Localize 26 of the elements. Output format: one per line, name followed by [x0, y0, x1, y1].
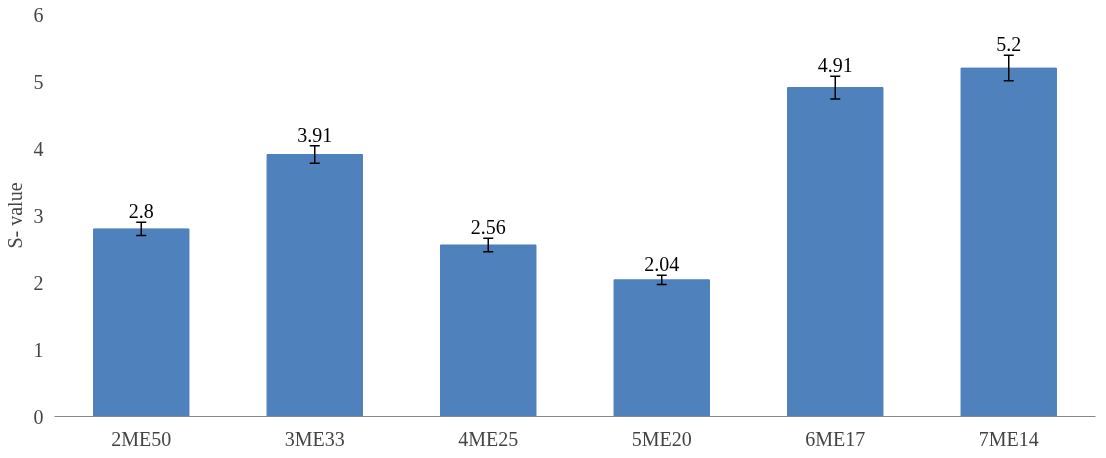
x-tick-label: 2ME50	[111, 427, 172, 450]
bar	[440, 244, 537, 417]
data-label: 2.8	[128, 200, 154, 223]
y-tick-label: 3	[33, 204, 44, 227]
data-label: 4.91	[817, 54, 853, 77]
bar	[787, 87, 884, 417]
y-tick-label: 1	[33, 338, 44, 361]
y-tick-label: 2	[33, 271, 44, 294]
y-tick-label: 4	[33, 137, 44, 160]
data-label: 3.91	[297, 123, 333, 146]
x-tick-label: 7ME14	[978, 427, 1039, 450]
data-label: 2.04	[644, 253, 680, 276]
bar	[960, 67, 1057, 417]
x-tick-label: 6ME17	[805, 427, 866, 450]
x-tick-label: 4ME25	[458, 427, 519, 450]
data-label: 5.2	[996, 33, 1022, 56]
y-tick-label: 5	[33, 70, 44, 93]
x-tick-label: 3ME33	[284, 427, 345, 450]
data-label: 2.56	[470, 216, 506, 239]
bar	[266, 154, 363, 417]
x-tick-label: 5ME20	[631, 427, 692, 450]
y-tick-label: 0	[33, 405, 44, 428]
bar	[613, 279, 710, 417]
bar	[93, 228, 190, 417]
y-tick-label: 6	[33, 3, 44, 26]
y-axis-title: S- value	[3, 182, 26, 249]
